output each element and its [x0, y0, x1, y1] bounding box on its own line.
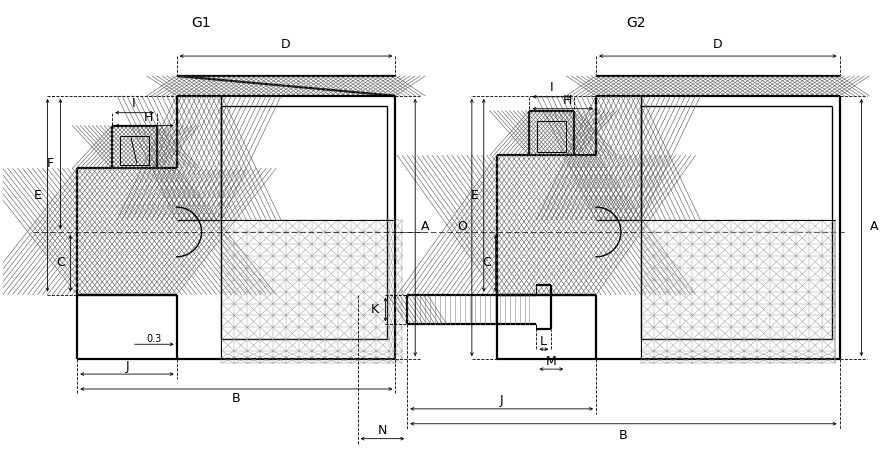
Text: B: B	[232, 392, 241, 405]
Text: J: J	[500, 394, 504, 407]
Text: I: I	[549, 81, 553, 94]
Text: N: N	[378, 424, 387, 437]
Text: O: O	[457, 220, 467, 233]
Text: I: I	[132, 97, 136, 110]
Text: K: K	[370, 303, 378, 316]
Text: C: C	[56, 256, 65, 269]
Text: B: B	[618, 429, 627, 442]
Text: H: H	[563, 94, 572, 107]
Text: C: C	[482, 256, 491, 269]
Text: F: F	[47, 157, 54, 170]
Text: G2: G2	[626, 16, 646, 30]
Text: D: D	[712, 38, 722, 51]
Text: E: E	[471, 189, 478, 202]
Text: A: A	[421, 220, 429, 233]
Text: M: M	[546, 355, 556, 368]
Text: D: D	[281, 38, 291, 51]
Text: A: A	[870, 220, 879, 233]
Text: E: E	[34, 189, 41, 202]
Text: H: H	[144, 111, 153, 124]
Text: G1: G1	[192, 16, 211, 30]
Text: J: J	[125, 360, 129, 373]
Text: 0.3: 0.3	[146, 335, 161, 344]
Text: L: L	[540, 335, 547, 348]
